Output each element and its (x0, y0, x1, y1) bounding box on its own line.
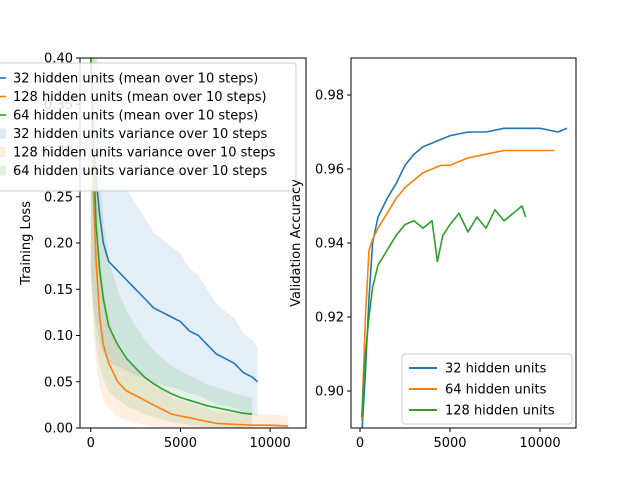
y-tick-label: 0.98 (315, 89, 344, 104)
x-tick-label: 0 (356, 436, 364, 451)
x-tick-label: 10000 (249, 436, 290, 451)
plot-area (90, 58, 289, 428)
y-tick-label: 0.10 (44, 329, 73, 344)
legend-swatch (0, 128, 6, 139)
x-tick-label: 10000 (519, 436, 560, 451)
legend-entry: 64 hidden units (445, 383, 547, 398)
y-tick-label: 0.00 (44, 422, 73, 437)
y-tick-label: 0.92 (315, 311, 344, 326)
series-line-2 (90, 58, 289, 427)
legend-entry: 128 hidden units (mean over 10 steps) (13, 90, 267, 105)
panel-2: 0 5000 10000 0.90 0.92 0.94 0.96 0.98 Validation… (289, 57, 577, 451)
y-tick-label: 0.90 (315, 385, 344, 400)
y-tick-label: 0.15 (44, 283, 73, 298)
variance-band-2 (90, 58, 289, 428)
legend-entry: 32 hidden units (mean over 10 steps) (13, 72, 258, 87)
y-tick-label: 0.25 (44, 190, 73, 205)
legend-entry: 32 hidden units (445, 362, 547, 377)
y-tick-label: 0.20 (44, 237, 73, 252)
y-axis-label: Training Loss (19, 201, 34, 286)
series-line-3 (90, 58, 253, 415)
legend-entry: 64 hidden units (mean over 10 steps) (13, 109, 258, 124)
y-tick-label: 0.05 (44, 375, 73, 390)
variance-band-3 (90, 58, 253, 428)
x-tick-label: 0 (87, 436, 95, 451)
legend-box (401, 353, 573, 425)
legend-entry: 128 hidden units variance over 10 steps (13, 146, 276, 161)
legend-entry: 128 hidden units (445, 404, 555, 419)
y-tick-label: 0.94 (315, 237, 344, 252)
variance-band-1 (90, 58, 258, 417)
legend-entry: 32 hidden units variance over 10 steps (13, 127, 268, 142)
series-line-2 (361, 149, 555, 421)
legend-swatch (0, 165, 6, 176)
series-line-3 (361, 205, 527, 417)
series-line-1 (90, 58, 259, 383)
y-tick-label: 0.96 (315, 163, 344, 178)
panel-1: 05000100000.000.050.100.150.200.250.300.… (0, 52, 307, 451)
x-tick-label: 5000 (433, 436, 466, 451)
legend-swatch (0, 147, 6, 157)
x-tick-label: 5000 (164, 436, 197, 451)
legend-entry: 64 hidden units variance over 10 steps (13, 164, 268, 179)
legend-box (0, 62, 297, 192)
y-axis-label: Validation Accuracy (289, 179, 304, 307)
plot-area (361, 127, 568, 428)
